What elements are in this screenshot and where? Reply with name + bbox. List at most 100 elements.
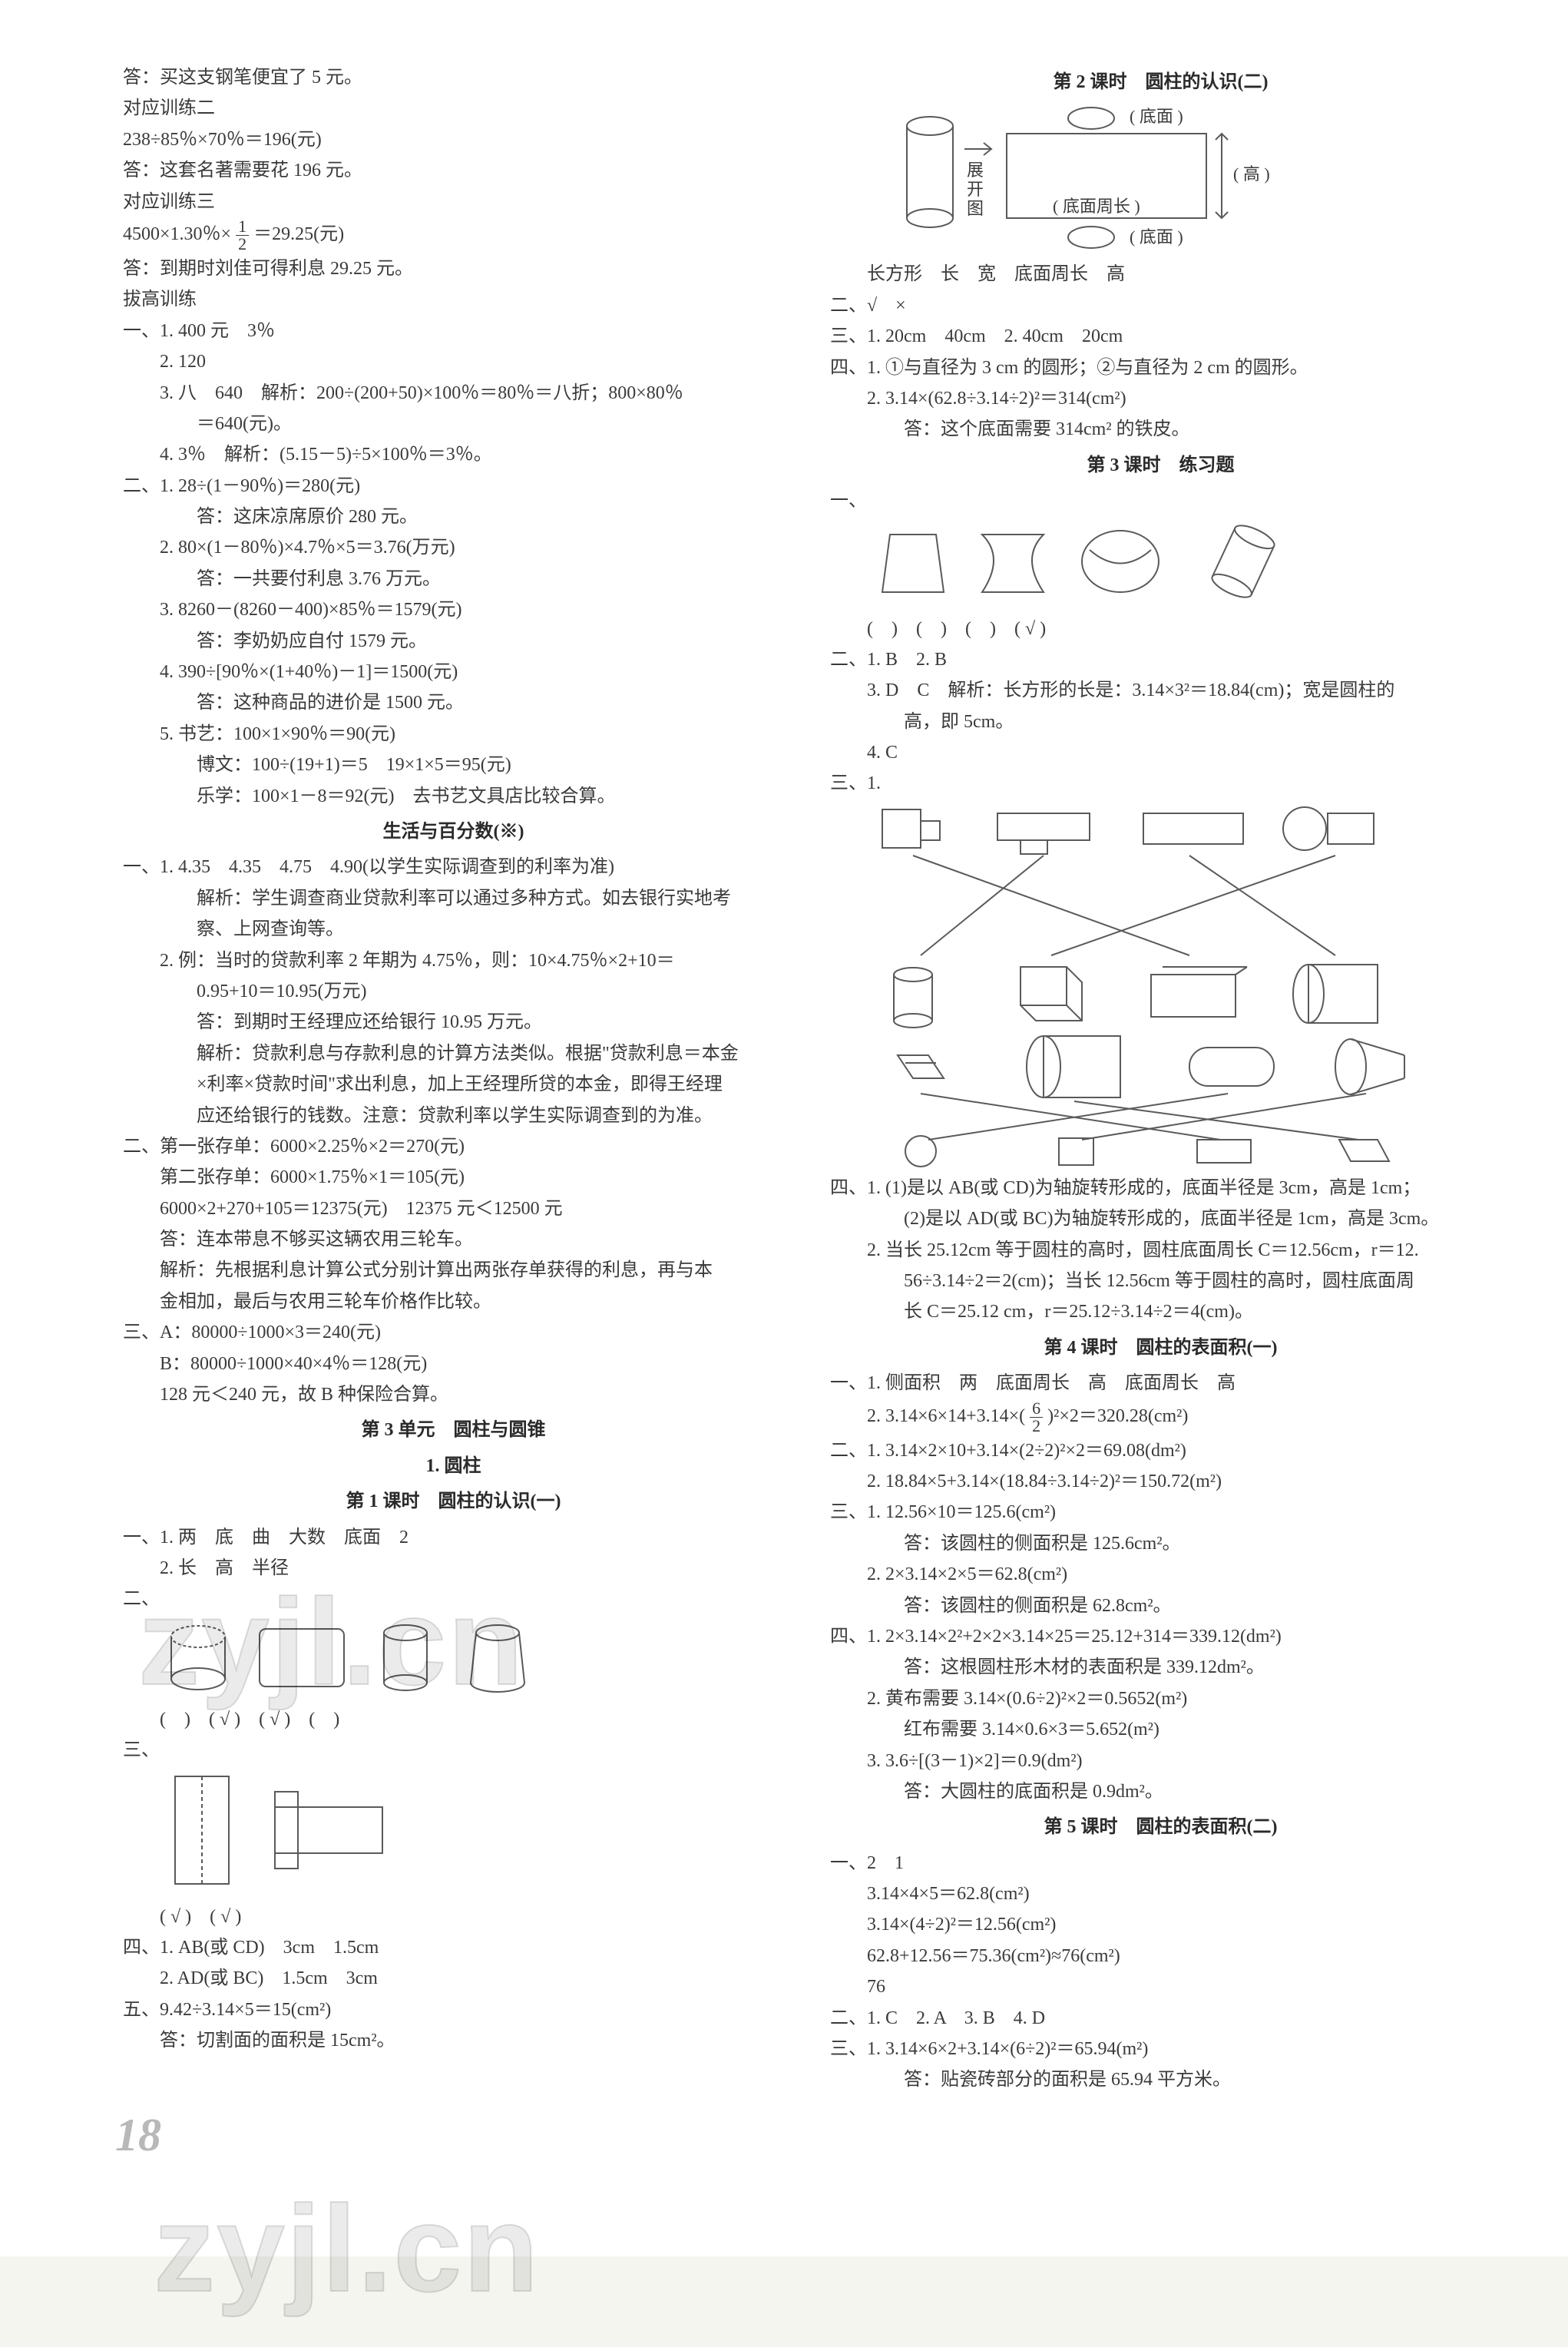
text-line: 答：到期时刘佳可得利息 29.25 元。 [123,254,784,283]
text-line: 四、1. (1)是以 AB(或 CD)为轴旋转形成的，底面半径是 3cm，高是 … [830,1174,1491,1203]
text-line: 二、第一张存单：6000×2.25％×2＝270(元) [123,1132,784,1161]
text-line: 答：一共要付利息 3.76 万元。 [123,564,784,594]
text-line: 乐学：100×1－8＝92(元) 去书艺文具店比较合算。 [123,782,784,811]
text-line: 答：这套名著需要花 196 元。 [123,156,784,185]
right-column: 第 2 课时 圆柱的认识(二) 展 开 图 ( 底面 ) ( 底面周长 ) [807,61,1491,2210]
text-line: 三、1. 20cm 40cm 2. 40cm 20cm [830,322,1491,351]
text-line: 对应训练三 [123,187,784,217]
formula-part: 2. 3.14×6×14+3.14×( [867,1406,1025,1426]
formula-part: ＝29.25(元) [253,224,344,244]
text-line: 察、上网查询等。 [123,915,784,944]
text-line: 2. 长 高 半径 [123,1554,784,1583]
text-line: 答：买这支钢笔便宜了 5 元。 [123,63,784,92]
page-number: 18 [115,2098,161,2172]
text-line: 答：连本带息不够买这辆农用三轮车。 [123,1225,784,1254]
text-line: 四、1. AB(或 CD) 3cm 1.5cm [123,1933,784,1962]
text-line: 62.8+12.56＝75.36(cm²)≈76(cm²) [830,1941,1491,1971]
text-line: 答：该圆柱的侧面积是 62.8cm²。 [830,1591,1491,1620]
text-line: 二、1. 3.14×2×10+3.14×(2÷2)²×2＝69.08(dm²) [830,1436,1491,1465]
text-line: 一、1. 两 底 曲 大数 底面 2 [123,1523,784,1552]
denominator: 2 [236,236,249,253]
shape-row [867,519,1491,611]
text-line: 3. 8260－(8260－400)×85％＝1579(元) [123,595,784,624]
text-line: 2. 80×(1－80％)×4.7％×5＝3.76(万元) [123,533,784,562]
text-line: 答：贴瓷砖部分的面积是 65.94 平方米。 [830,2065,1491,2094]
text-line: 76 [830,1972,1491,2001]
text-line: 2. 当长 25.12cm 等于圆柱的高时，圆柱底面周长 C＝12.56cm，r… [830,1236,1491,1265]
matching-svg [867,802,1420,1170]
page: zyjl.cn zyjl.cn 18 答：买这支钢笔便宜了 5 元。 对应训练二… [0,0,1568,2256]
diagram-label: ( 底面 ) [1130,227,1183,247]
cross-section-svg [160,1769,436,1899]
text-line: ( ) ( ) ( ) ( √ ) [830,614,1491,644]
text-line: 四、1. ①与直径为 3 cm 的圆形；②与直径为 2 cm 的圆形。 [830,353,1491,382]
diagram-label: ( 底面周长 ) [1053,197,1140,216]
text-line: 应还给银行的钱数。注意：贷款利率以学生实际调查到的为准。 [123,1101,784,1130]
cylinder-shapes-svg [160,1617,559,1702]
section-heading: 第 3 单元 圆柱与圆锥 [123,1415,784,1445]
section-heading: 第 2 课时 圆柱的认识(二) [830,68,1491,97]
text-line: 3.14×(4÷2)²＝12.56(cm²) [830,1910,1491,1939]
text-line: 0.95+10＝10.95(万元) [123,977,784,1006]
text-line: 4. 390÷[90％×(1+40％)－1]＝1500(元) [123,657,784,687]
section-heading: 第 4 课时 圆柱的表面积(一) [830,1333,1491,1362]
text-line: 三、1. 12.56×10＝125.6(cm²) [830,1498,1491,1527]
text-line: 金相加，最后与农用三轮车价格作比较。 [123,1287,784,1316]
text-line: ( √ ) ( √ ) [123,1902,784,1932]
text-line: 答：到期时王经理应还给银行 10.95 万元。 [123,1008,784,1037]
numerator: 1 [236,218,249,236]
formula-part: )²×2＝320.28(cm²) [1047,1406,1188,1426]
text-line: 五、9.42÷3.14×5＝15(cm²) [123,1995,784,2024]
cylinder-unfold-svg: 展 开 图 ( 底面 ) ( 底面周长 ) ( 高 ) ( 底面 ) [899,103,1329,257]
text-line: ( ) ( √ ) ( √ ) ( ) [123,1705,784,1734]
section-heading: 第 3 课时 练习题 [830,451,1491,480]
diagram-label: 展 [967,161,984,180]
text-line: 答：这根圆柱形木材的表面积是 339.12dm²。 [830,1653,1491,1682]
section-heading: 1. 圆柱 [123,1452,784,1481]
text-line: 二、1. C 2. A 3. B 4. D [830,2004,1491,2033]
text-line: 2. 例：当时的贷款利率 2 年期为 4.75％，则：10×4.75％×2+10… [123,946,784,975]
text-line: 对应训练二 [123,94,784,123]
matching-diagram [867,802,1491,1170]
text-line: ×利率×贷款时间"求出利息，加上王经理所贷的本金，即得王经理 [123,1070,784,1099]
text-line: 4. C [830,738,1491,767]
text-line: 一、1. 400 元 3％ [123,316,784,346]
text-line: 二、1. 28÷(1－90％)＝280(元) [123,472,784,501]
denominator: 2 [1030,1418,1043,1435]
numerator: 6 [1030,1400,1043,1418]
diagram-label: 开 [967,180,984,199]
formula-part: 4500×1.30％× [123,224,231,244]
text-line: 3. D C 解析：长方形的长是：3.14×3²＝18.84(cm)；宽是圆柱的 [830,676,1491,705]
text-line: 答：该圆柱的侧面积是 125.6cm²。 [830,1529,1491,1558]
text-line: 二、√ × [830,291,1491,320]
text-line: 四、1. 2×3.14×2²+2×2×3.14×25＝25.12+314＝339… [830,1622,1491,1651]
cylinder-shapes-row [160,1617,784,1702]
fraction: 12 [236,218,249,253]
cylinder-unfold-diagram: 展 开 图 ( 底面 ) ( 底面周长 ) ( 高 ) ( 底面 ) [899,103,1491,257]
text-line: 4500×1.30％× 12 ＝29.25(元) [123,218,784,253]
diagram-label: ( 高 ) [1233,164,1270,184]
section-heading: 生活与百分数(※) [123,817,784,846]
shape-row-svg [867,519,1328,611]
text-line: 一、 [830,486,1491,515]
text-line: 5. 书艺：100×1×90％＝90(元) [123,720,784,749]
section-heading: 第 1 课时 圆柱的认识(一) [123,1487,784,1516]
text-line: 2. 120 [123,347,784,376]
text-line: 6000×2+270+105＝12375(元) 12375 元＜12500 元 [123,1194,784,1223]
text-line: 2. 2×3.14×2×5＝62.8(cm²) [830,1560,1491,1589]
text-line: 博文：100÷(19+1)＝5 19×1×5＝95(元) [123,750,784,780]
section-heading: 第 5 课时 圆柱的表面积(二) [830,1812,1491,1842]
text-line: 56÷3.14÷2＝2(cm)；当长 12.56cm 等于圆柱的高时，圆柱底面周 [830,1266,1491,1296]
cross-section-shapes [160,1769,784,1899]
diagram-label: 图 [967,199,984,218]
text-line: 2. 18.84×5+3.14×(18.84÷3.14÷2)²＝150.72(m… [830,1467,1491,1496]
text-line: 答：这个底面需要 314cm² 的铁皮。 [830,415,1491,444]
text-line: 第二张存单：6000×1.75％×1＝105(元) [123,1163,784,1192]
text-line: 答：切割面的面积是 15cm²。 [123,2026,784,2055]
text-line: 3. 3.6÷[(3－1)×2]＝0.9(dm²) [830,1746,1491,1776]
text-line: 2. 3.14×(62.8÷3.14÷2)²＝314(cm²) [830,384,1491,413]
text-line: 128 元＜240 元，故 B 种保险合算。 [123,1380,784,1409]
text-line: 二、1. B 2. B [830,645,1491,674]
text-line: 一、1. 4.35 4.35 4.75 4.90(以学生实际调查到的利率为准) [123,852,784,882]
text-line: 长 C＝25.12 cm，r＝25.12÷3.14÷2＝4(cm)。 [830,1297,1491,1326]
